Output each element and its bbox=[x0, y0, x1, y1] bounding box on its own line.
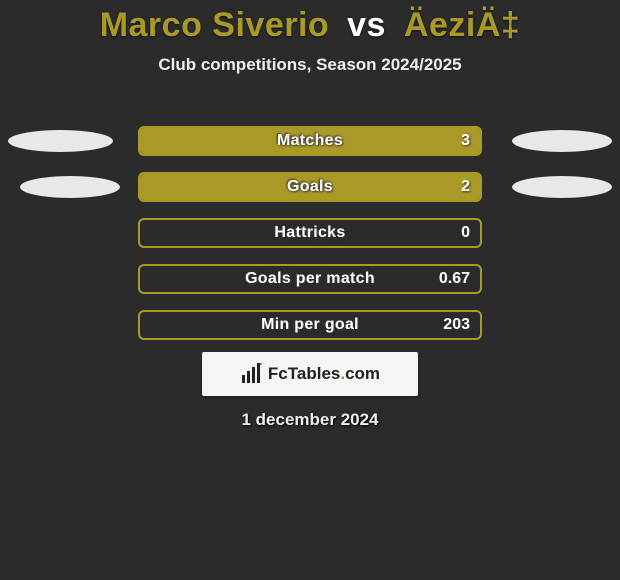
stat-label: Goals bbox=[140, 174, 480, 200]
page-title: Marco Siverio vs ÄeziÄ‡ bbox=[0, 0, 620, 45]
player1-value-ellipse bbox=[20, 176, 120, 198]
stat-value: 0.67 bbox=[439, 266, 470, 292]
stat-row: Hattricks0 bbox=[0, 214, 620, 260]
player2-value-ellipse bbox=[512, 176, 612, 198]
stat-row: Goals per match0.67 bbox=[0, 260, 620, 306]
logo-text: FcTables.com bbox=[268, 364, 380, 384]
stat-bar: Goals2 bbox=[138, 172, 482, 202]
vs-label: vs bbox=[347, 6, 386, 44]
stat-label: Goals per match bbox=[140, 266, 480, 292]
stat-bar: Hattricks0 bbox=[138, 218, 482, 248]
stat-row: Min per goal203 bbox=[0, 306, 620, 352]
stat-value: 0 bbox=[461, 220, 470, 246]
stat-value: 2 bbox=[461, 174, 470, 200]
chart-bars-icon bbox=[240, 363, 262, 385]
comparison-card: Marco Siverio vs ÄeziÄ‡ Club competition… bbox=[0, 0, 620, 580]
stat-value: 203 bbox=[443, 312, 470, 338]
stat-bar: Goals per match0.67 bbox=[138, 264, 482, 294]
player1-value-ellipse bbox=[8, 130, 113, 152]
subtitle: Club competitions, Season 2024/2025 bbox=[0, 55, 620, 75]
stat-label: Hattricks bbox=[140, 220, 480, 246]
stat-bar: Matches3 bbox=[138, 126, 482, 156]
stats-list: Matches3Goals2Hattricks0Goals per match0… bbox=[0, 122, 620, 352]
player-1-name: Marco Siverio bbox=[100, 6, 329, 44]
stat-label: Min per goal bbox=[140, 312, 480, 338]
stat-label: Matches bbox=[140, 128, 480, 154]
fctables-logo-link[interactable]: FcTables.com bbox=[202, 352, 418, 396]
player2-value-ellipse bbox=[512, 130, 612, 152]
stat-row: Matches3 bbox=[0, 122, 620, 168]
stat-row: Goals2 bbox=[0, 168, 620, 214]
stat-bar: Min per goal203 bbox=[138, 310, 482, 340]
snapshot-date: 1 december 2024 bbox=[0, 410, 620, 430]
player-2-name: ÄeziÄ‡ bbox=[404, 6, 520, 44]
stat-value: 3 bbox=[461, 128, 470, 154]
